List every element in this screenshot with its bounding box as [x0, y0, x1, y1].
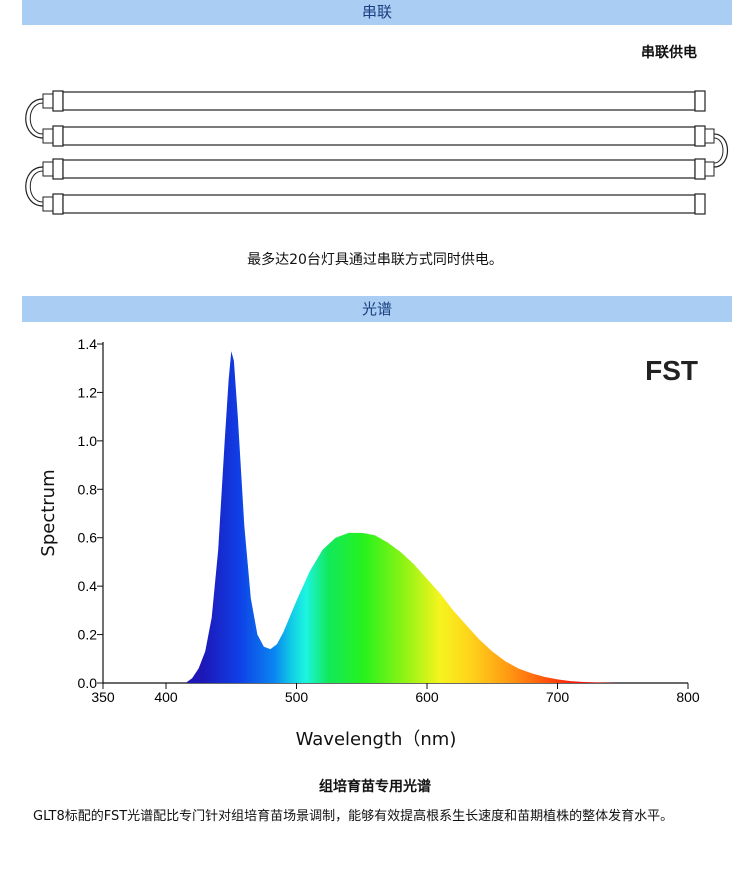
spectrum-series-area [185, 351, 617, 683]
y-tick-label: 1.0 [78, 433, 98, 449]
x-tick-label: 700 [546, 689, 570, 705]
x-tick-label: 800 [676, 689, 700, 705]
cable-right-2-3 [713, 133, 728, 168]
y-tick-label: 0.0 [78, 675, 98, 691]
tube-4 [42, 193, 706, 215]
tube-3 [42, 158, 715, 180]
tube-2 [42, 125, 715, 147]
y-tick-label: 1.2 [78, 384, 98, 400]
y-tick-label: 0.4 [78, 578, 98, 594]
series-power-title: 串联供电 [641, 45, 697, 61]
series-wiring-diagram [25, 90, 728, 215]
cable-left-1-2 [25, 98, 44, 139]
x-tick-label: 400 [154, 689, 178, 705]
cable-left-3-4 [25, 166, 44, 207]
series-note: 最多达20台灯具通过串联方式同时供电。 [247, 252, 503, 268]
section-header-spectrum-label: 光谱 [361, 300, 392, 318]
tube-1 [42, 90, 706, 112]
y-axis-label: Spectrum [38, 469, 59, 556]
section-header-series: 串联 [22, 0, 732, 25]
y-tick-label: 1.4 [78, 336, 98, 352]
section-header-spectrum: 光谱 [22, 296, 732, 322]
spectrum-subtitle: 组培育苗专用光谱 [319, 779, 431, 795]
spectrum-description: GLT8标配的FST光谱配比专门针对组培育苗场景调制，能够有效提高根系生长速度和… [33, 809, 674, 824]
y-tick-label: 0.8 [78, 481, 98, 497]
x-tick-label: 600 [415, 689, 439, 705]
section-header-series-label: 串联 [361, 3, 392, 21]
x-tick-label: 500 [285, 689, 309, 705]
y-tick-label: 0.6 [78, 530, 98, 546]
brand-label: FST [645, 355, 698, 386]
y-tick-label: 0.2 [78, 627, 98, 643]
x-axis-label: Wavelength（nm) [296, 729, 457, 750]
spectrum-chart: 350 400 500 600 700 800 0.0 0.2 0.4 0.6 0.8 1.0 1.2… [38, 336, 700, 750]
x-tick-label: 350 [91, 689, 115, 705]
